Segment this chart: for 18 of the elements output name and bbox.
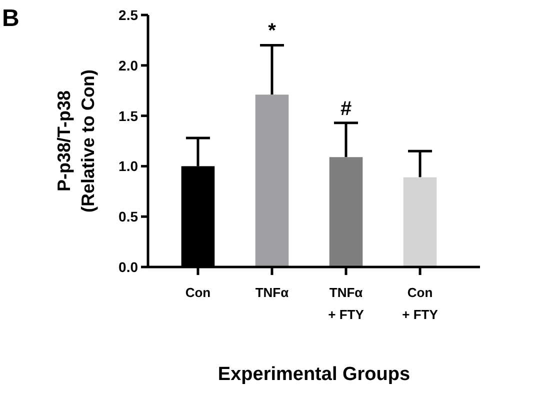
x-tick-label: TNFα + FTY	[328, 285, 364, 322]
y-tick-label: 0.0	[118, 259, 138, 275]
annotation: *	[268, 20, 276, 42]
y-axis-title: P-p38/T-p38 (Relative to Con)	[54, 69, 98, 213]
y-tick-label: 0.5	[118, 208, 138, 225]
y-tick-label: 2.0	[118, 57, 138, 74]
x-tick-label: Con	[185, 285, 211, 300]
annotation: #	[340, 98, 352, 120]
y-tick-label: 1.0	[118, 158, 138, 174]
text: B	[2, 5, 20, 32]
x-axis-title: Experimental Groups	[218, 364, 410, 385]
bar	[403, 177, 437, 267]
y-tick-label: 1.5	[118, 108, 138, 124]
y-tick-label: 2.5	[118, 7, 138, 23]
bar	[255, 94, 289, 267]
x-tick-label: TNFα	[255, 285, 289, 300]
x-tick-label: Con + FTY	[402, 285, 438, 322]
bar	[329, 157, 363, 267]
